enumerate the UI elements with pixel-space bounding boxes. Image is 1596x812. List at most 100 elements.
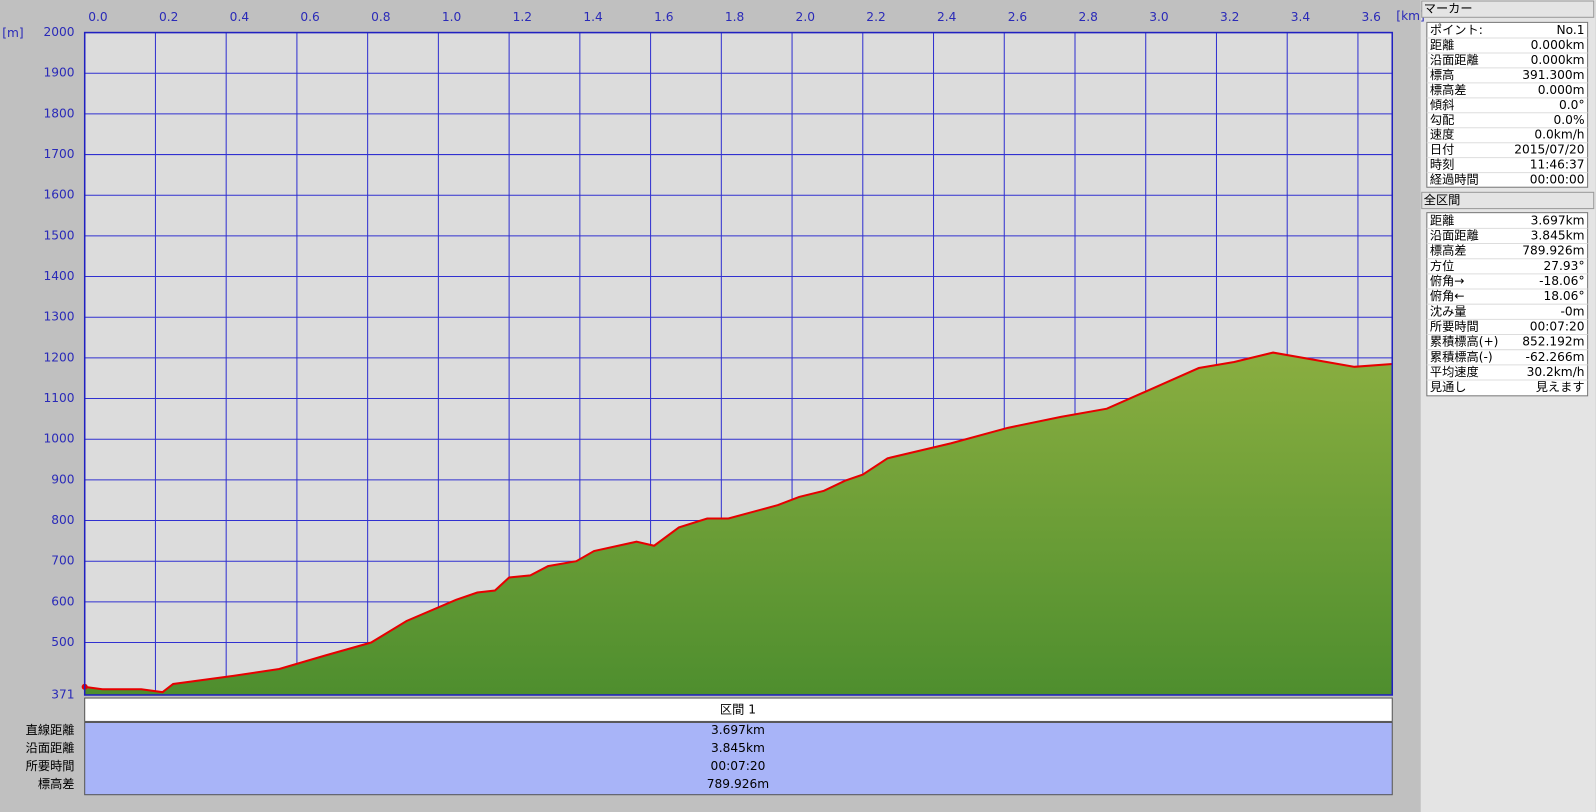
x-tick-label: 1.0: [442, 10, 461, 24]
y-tick-label: 2000: [43, 25, 74, 39]
panel-label: 傾斜: [1430, 97, 1454, 112]
y-tick-label: 500: [51, 635, 74, 649]
segment-header-cell: [84, 697, 1393, 722]
panel-label: 日付: [1430, 143, 1454, 157]
panel-label: 見通し: [1430, 380, 1467, 394]
panel-label: 累積標高(-): [1430, 349, 1493, 364]
x-tick-label: 3.4: [1291, 10, 1311, 24]
segment-value: 789.926m: [707, 777, 769, 791]
y-tick-label: 1300: [43, 310, 74, 324]
segment-value: 3.845km: [711, 741, 765, 755]
panel-label: 勾配: [1430, 113, 1454, 127]
panel-label: 沿面距離: [1430, 228, 1479, 242]
plot-border: [83, 31, 1394, 696]
panel-value: 3.845km: [1531, 228, 1585, 242]
panel-value: -0m: [1560, 304, 1584, 318]
panel-label: 平均速度: [1430, 364, 1479, 379]
x-tick-label: 1.2: [513, 10, 532, 24]
segment-body: [84, 721, 1393, 796]
x-tick-label: 2.6: [1008, 10, 1027, 24]
x-tick-label: 2.2: [866, 10, 885, 24]
panel-label: 累積標高(+): [1430, 334, 1499, 349]
x-tick-label: 3.2: [1220, 10, 1239, 24]
panel-value: 3.697km: [1531, 213, 1585, 227]
y-tick-label: 1200: [43, 350, 74, 364]
x-tick-label: 2.8: [1079, 10, 1098, 24]
panel-label: 時刻: [1430, 158, 1454, 172]
x-tick-label: 1.4: [583, 10, 603, 24]
x-tick-label: 0.8: [371, 10, 390, 24]
panel-label: 標高: [1430, 67, 1454, 82]
marker-title: マーカー: [1424, 2, 1473, 16]
panel-value: 18.06°: [1544, 289, 1585, 303]
panel-value: 0.0°: [1559, 98, 1585, 112]
panel-label: 俯角→: [1430, 273, 1465, 288]
panel-label: 経過時間: [1430, 173, 1479, 187]
x-tick-label: 3.6: [1361, 10, 1380, 24]
y-tick-label: 800: [51, 513, 74, 527]
panel-label: 所要時間: [1430, 319, 1479, 333]
y-unit: [m]: [2, 26, 23, 40]
panel-label: 距離: [1430, 38, 1454, 52]
panel-value: 2015/07/20: [1514, 143, 1584, 157]
segment-label: 所要時間: [26, 759, 75, 773]
panel-label: ポイント:: [1430, 23, 1483, 37]
panel-value: -18.06°: [1539, 274, 1584, 288]
x-tick-label: 0.0: [88, 10, 107, 24]
panel-label: 沈み量: [1430, 303, 1467, 318]
marker-table: [1426, 21, 1589, 188]
x-tick-label: 2.4: [937, 10, 957, 24]
panel-label: 沿面距離: [1430, 53, 1479, 67]
marker-title-box: [1421, 0, 1595, 18]
panel-value: 0.0km/h: [1534, 128, 1584, 142]
y-tick-label: 1100: [43, 391, 74, 405]
panel-value: 0.000m: [1538, 83, 1585, 97]
y-tick-label: 371: [51, 687, 74, 701]
x-tick-label: 1.8: [725, 10, 744, 24]
y-tick-label: 1000: [43, 432, 74, 446]
segment-header: 区間 1: [720, 703, 756, 717]
segment-value: 00:07:20: [711, 759, 766, 773]
total-title-box: [1421, 191, 1595, 210]
panel-value: 30.2km/h: [1527, 365, 1585, 379]
x-unit: [km]: [1396, 9, 1424, 23]
panel-value: 0.000km: [1531, 53, 1585, 67]
y-tick-label: 1900: [43, 66, 74, 80]
y-tick-label: 1400: [43, 269, 74, 283]
x-tick-label: 0.6: [300, 10, 319, 24]
panel-value: 27.93°: [1544, 259, 1585, 273]
panel-value: -62.266m: [1526, 350, 1585, 364]
panel-value: 11:46:37: [1530, 158, 1585, 172]
segment-label: 標高差: [38, 776, 75, 791]
x-tick-label: 2.0: [796, 10, 815, 24]
panel-label: 距離: [1430, 213, 1454, 227]
segment-label: 直線距離: [26, 722, 75, 737]
panel-value: 789.926m: [1522, 244, 1584, 258]
y-tick-label: 700: [51, 554, 74, 568]
x-tick-label: 1.6: [654, 10, 673, 24]
y-tick-label: 1500: [43, 228, 74, 242]
panel-value: 0.0%: [1554, 113, 1585, 127]
x-tick-label: 3.0: [1149, 10, 1168, 24]
segment-value: 3.697km: [711, 723, 765, 737]
panel-label: 俯角←: [1430, 288, 1465, 303]
x-tick-label: 0.4: [230, 10, 250, 24]
y-tick-label: 600: [51, 594, 74, 608]
y-tick-label: 900: [51, 472, 74, 486]
panel-label: 標高差: [1430, 243, 1467, 258]
x-tick-label: 0.2: [159, 10, 178, 24]
segment-label: 沿面距離: [26, 741, 75, 755]
panel-label: 標高差: [1430, 82, 1467, 97]
total-title: 全区間: [1424, 192, 1461, 207]
y-tick-label: 1700: [43, 147, 74, 161]
y-tick-label: 1600: [43, 188, 74, 202]
panel-value: 見えます: [1536, 380, 1585, 394]
track-line: [84, 351, 1393, 694]
panel-value: 852.192m: [1522, 335, 1584, 349]
panel-value: 00:00:00: [1530, 173, 1585, 187]
panel-value: 391.300m: [1522, 68, 1584, 82]
panel-value: 0.000km: [1531, 38, 1585, 52]
panel-value: 00:07:20: [1530, 319, 1585, 333]
